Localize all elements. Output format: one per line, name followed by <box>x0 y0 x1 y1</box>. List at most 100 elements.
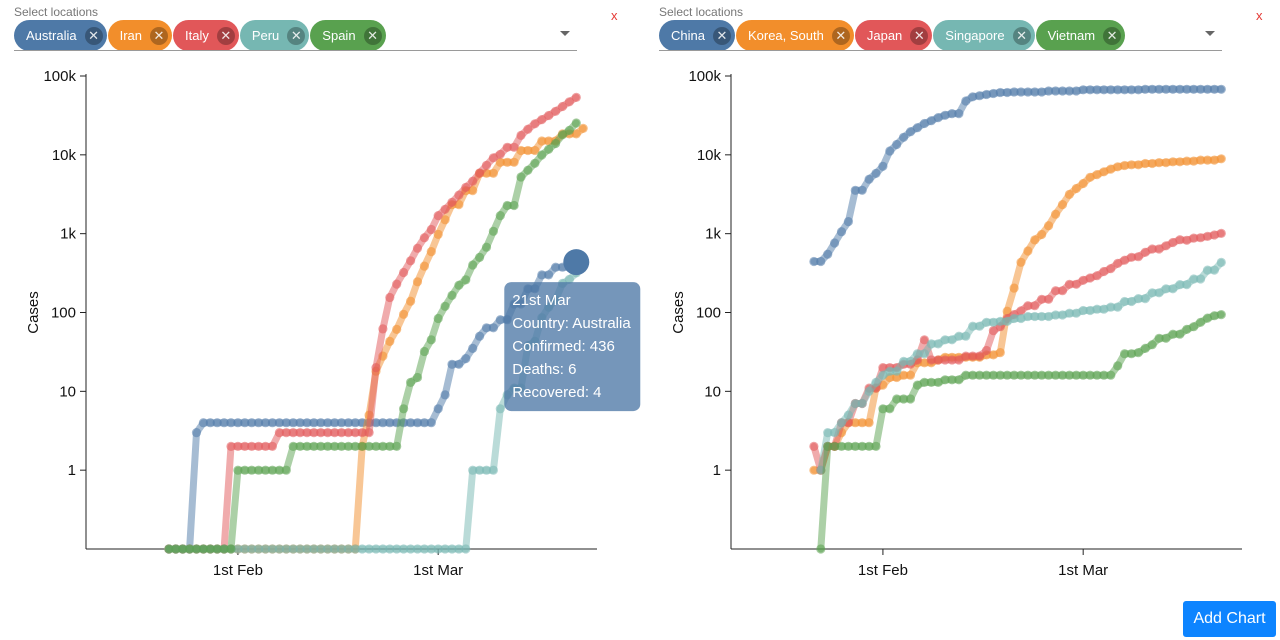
data-point[interactable] <box>219 544 229 554</box>
data-point[interactable] <box>816 256 826 267</box>
dropdown-caret-icon[interactable] <box>560 31 570 36</box>
data-point[interactable] <box>1216 310 1226 320</box>
data-point[interactable] <box>1154 158 1164 168</box>
remove-chip-icon[interactable]: ✕ <box>1103 26 1122 45</box>
data-point[interactable] <box>1120 296 1130 307</box>
data-point[interactable] <box>302 428 312 438</box>
data-point[interactable] <box>1209 84 1219 94</box>
data-point[interactable] <box>419 346 429 357</box>
data-point[interactable] <box>1064 370 1074 380</box>
data-point[interactable] <box>1216 228 1226 238</box>
data-point[interactable] <box>1106 85 1116 95</box>
data-point[interactable] <box>1071 279 1081 289</box>
data-point[interactable] <box>1209 265 1219 275</box>
data-point[interactable] <box>523 145 533 156</box>
data-point[interactable] <box>571 129 581 139</box>
data-point[interactable] <box>488 323 498 333</box>
data-point[interactable] <box>481 465 492 475</box>
remove-chip-icon[interactable]: ✕ <box>216 26 235 45</box>
data-point[interactable] <box>350 428 360 438</box>
data-point[interactable] <box>191 544 202 554</box>
data-point[interactable] <box>288 544 298 554</box>
data-point[interactable] <box>502 157 512 167</box>
data-point[interactable] <box>254 441 264 451</box>
data-point[interactable] <box>988 88 998 99</box>
data-point[interactable] <box>551 138 561 149</box>
data-point[interactable] <box>509 200 519 211</box>
data-point[interactable] <box>302 418 312 428</box>
data-point[interactable] <box>1161 284 1171 294</box>
data-point[interactable] <box>378 418 388 428</box>
data-point[interactable] <box>316 544 326 554</box>
data-point[interactable] <box>1051 86 1061 96</box>
data-point[interactable] <box>557 130 568 140</box>
data-point[interactable] <box>164 544 174 554</box>
data-point[interactable] <box>233 441 243 451</box>
data-point[interactable] <box>564 97 575 107</box>
data-point[interactable] <box>468 260 478 270</box>
data-point[interactable] <box>260 441 271 451</box>
data-point[interactable] <box>954 375 964 385</box>
data-point[interactable] <box>336 544 347 554</box>
data-point[interactable] <box>940 110 950 120</box>
data-point[interactable] <box>912 349 922 359</box>
data-point[interactable] <box>502 200 512 211</box>
data-point[interactable] <box>336 441 347 451</box>
data-point[interactable] <box>1037 311 1047 322</box>
data-point[interactable] <box>899 370 909 380</box>
data-point[interactable] <box>1147 288 1157 298</box>
data-point[interactable] <box>212 544 222 554</box>
data-point[interactable] <box>330 441 340 451</box>
data-point[interactable] <box>857 441 867 451</box>
data-point[interactable] <box>1168 284 1178 294</box>
data-point[interactable] <box>1140 343 1150 353</box>
data-point[interactable] <box>385 441 395 451</box>
data-point[interactable] <box>830 238 840 248</box>
data-point[interactable] <box>281 465 291 475</box>
data-point[interactable] <box>1044 311 1054 322</box>
data-point[interactable] <box>1182 280 1192 290</box>
data-point[interactable] <box>371 441 381 451</box>
data-point[interactable] <box>419 418 429 428</box>
data-point[interactable] <box>295 418 305 428</box>
data-point[interactable] <box>412 418 423 428</box>
data-point[interactable] <box>378 324 388 334</box>
data-point[interactable] <box>850 441 860 451</box>
data-point[interactable] <box>426 247 436 257</box>
data-point[interactable] <box>1202 155 1213 165</box>
data-point[interactable] <box>1085 172 1095 182</box>
data-point[interactable] <box>1057 200 1068 210</box>
data-point[interactable] <box>905 127 916 137</box>
data-point[interactable] <box>1023 87 1033 97</box>
data-point[interactable] <box>878 370 888 380</box>
data-point[interactable] <box>516 145 526 156</box>
data-point[interactable] <box>1078 275 1088 285</box>
remove-chip-icon[interactable]: ✕ <box>910 26 929 45</box>
data-point[interactable] <box>205 418 215 428</box>
data-point[interactable] <box>1196 274 1206 284</box>
data-point[interactable] <box>323 544 333 554</box>
data-point[interactable] <box>961 96 971 106</box>
data-point[interactable] <box>836 227 847 237</box>
data-point[interactable] <box>1189 233 1199 243</box>
data-point[interactable] <box>1064 189 1074 199</box>
data-point[interactable] <box>454 359 464 369</box>
data-point[interactable] <box>981 89 992 100</box>
data-point[interactable] <box>1140 158 1150 169</box>
data-point[interactable] <box>1092 170 1102 180</box>
data-point[interactable] <box>1161 241 1171 251</box>
data-point[interactable] <box>975 91 985 101</box>
data-point[interactable] <box>864 386 874 396</box>
series-singapore[interactable] <box>816 257 1226 475</box>
data-point[interactable] <box>926 339 936 349</box>
data-point[interactable] <box>1133 160 1143 170</box>
data-point[interactable] <box>419 261 429 271</box>
data-point[interactable] <box>947 109 957 119</box>
data-point[interactable] <box>1113 258 1123 268</box>
data-point[interactable] <box>364 544 374 554</box>
data-point[interactable] <box>274 465 284 475</box>
data-point[interactable] <box>440 301 450 311</box>
data-point[interactable] <box>468 176 478 186</box>
data-point[interactable] <box>981 345 992 356</box>
data-point[interactable] <box>1044 221 1054 231</box>
